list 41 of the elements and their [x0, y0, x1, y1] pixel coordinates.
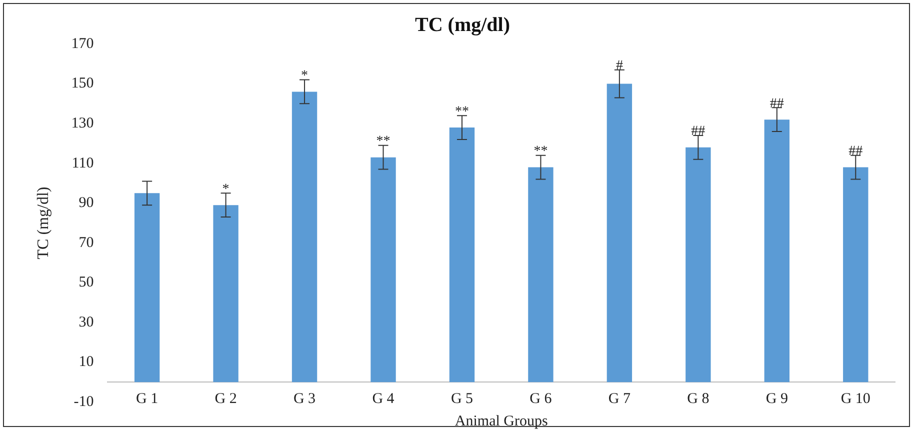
bar	[213, 205, 238, 382]
y-tick-label: 90	[78, 195, 94, 212]
bar	[686, 147, 711, 382]
y-tick-label: 50	[78, 274, 94, 291]
bar	[843, 167, 868, 382]
x-tick-label: G 9	[766, 391, 788, 408]
x-axis-title: Animal Groups	[454, 413, 548, 430]
x-tick-label: G 2	[214, 391, 237, 408]
x-tick-label: G 5	[450, 391, 474, 408]
annotation: **	[454, 104, 469, 120]
x-tick-label: G 8	[687, 391, 710, 408]
x-tick-label: G 7	[608, 391, 631, 408]
bar	[134, 193, 160, 382]
x-tick-label: G 10	[840, 391, 870, 408]
y-tick-label: -10	[74, 394, 94, 410]
annotation: *	[301, 68, 308, 84]
y-tick-label: 10	[78, 354, 94, 370]
annotation: **	[376, 134, 390, 150]
y-tick-label: 170	[71, 36, 94, 52]
x-tick-label: G 1	[136, 391, 158, 408]
y-tick-label: 30	[78, 314, 94, 330]
annotation: *	[222, 182, 230, 197]
chart-title: TC (mg/dl)	[415, 14, 510, 36]
bar	[370, 157, 396, 382]
bar	[449, 128, 475, 382]
annotation: #	[616, 58, 623, 74]
y-tick-label: 150	[71, 76, 94, 92]
bar	[292, 92, 318, 382]
bar	[764, 120, 790, 382]
y-axis-title: TC (mg/dl)	[34, 186, 52, 260]
annotation: ##	[848, 144, 863, 160]
annotation: **	[534, 144, 548, 160]
bar	[606, 84, 632, 382]
y-tick-label: 70	[78, 234, 94, 251]
annotation: ##	[691, 124, 706, 140]
bar	[528, 167, 554, 382]
y-tick-label: 110	[72, 155, 94, 172]
x-tick-label: G 3	[293, 391, 316, 408]
x-tick-label: G 6	[530, 391, 552, 408]
x-tick-label: G 4	[372, 391, 395, 408]
y-tick-label: 130	[71, 115, 94, 132]
